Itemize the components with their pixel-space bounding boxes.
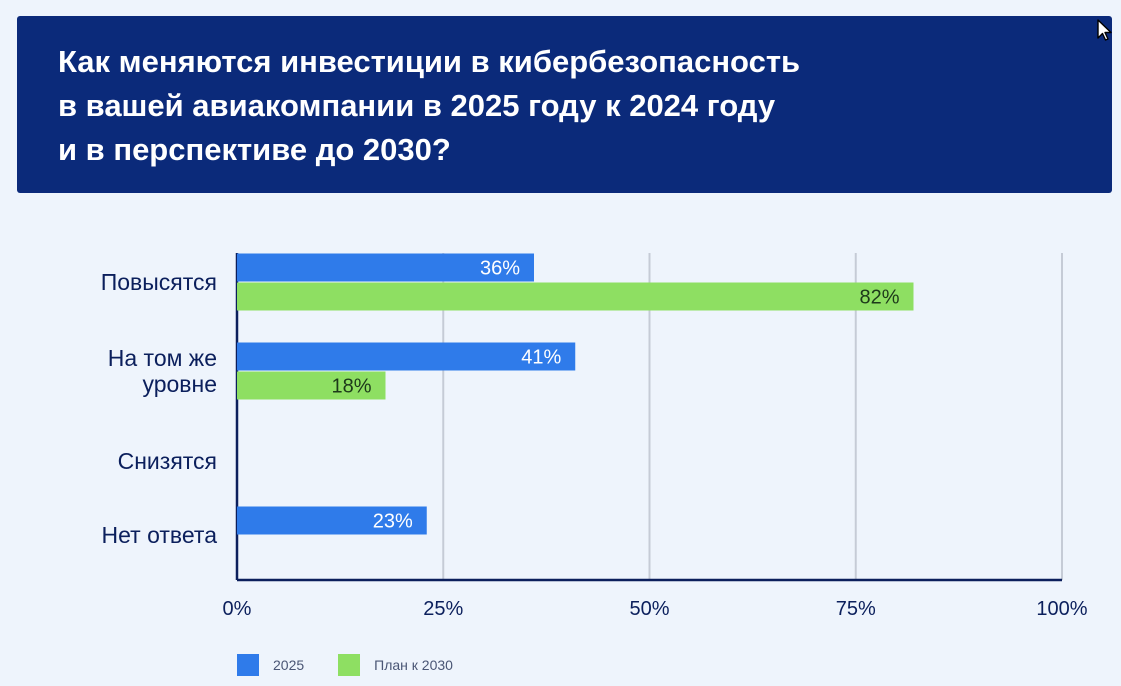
x-tick-label: 25% [423, 598, 463, 620]
x-tick-label: 0% [223, 598, 252, 620]
bar [237, 282, 914, 311]
bar-value-label: 82% [859, 287, 899, 309]
category-label: Нет ответа [102, 522, 218, 548]
legend: 2025 План к 2030 [237, 654, 487, 676]
bar-value-label: 36% [480, 258, 520, 280]
x-tick-label: 100% [1036, 598, 1087, 620]
bar-value-label: 23% [373, 511, 413, 533]
bar [237, 506, 427, 535]
legend-swatch-2025 [237, 654, 259, 676]
legend-item-plan-2030: План к 2030 [338, 654, 453, 676]
legend-swatch-plan-2030 [338, 654, 361, 676]
bar-value-label: 41% [521, 347, 561, 369]
bar [237, 371, 386, 400]
legend-item-2025: 2025 [237, 654, 304, 676]
category-label: Повысятся [101, 269, 217, 295]
category-label: Снизятся [118, 448, 217, 474]
category-label: На том же уровне [108, 345, 217, 397]
x-tick-label: 75% [836, 598, 876, 620]
chart-title: Как меняются инвестиции в кибербезопасно… [58, 44, 801, 167]
legend-label-2025: 2025 [273, 657, 305, 673]
x-tick-label: 50% [629, 598, 669, 620]
bar [237, 253, 534, 282]
mouse-cursor-icon [1097, 19, 1112, 41]
title-banner: Как меняются инвестиции в кибербезопасно… [17, 16, 1112, 193]
bar-value-label: 18% [331, 376, 371, 398]
legend-label-plan-2030: План к 2030 [374, 657, 453, 673]
bar [237, 342, 576, 371]
